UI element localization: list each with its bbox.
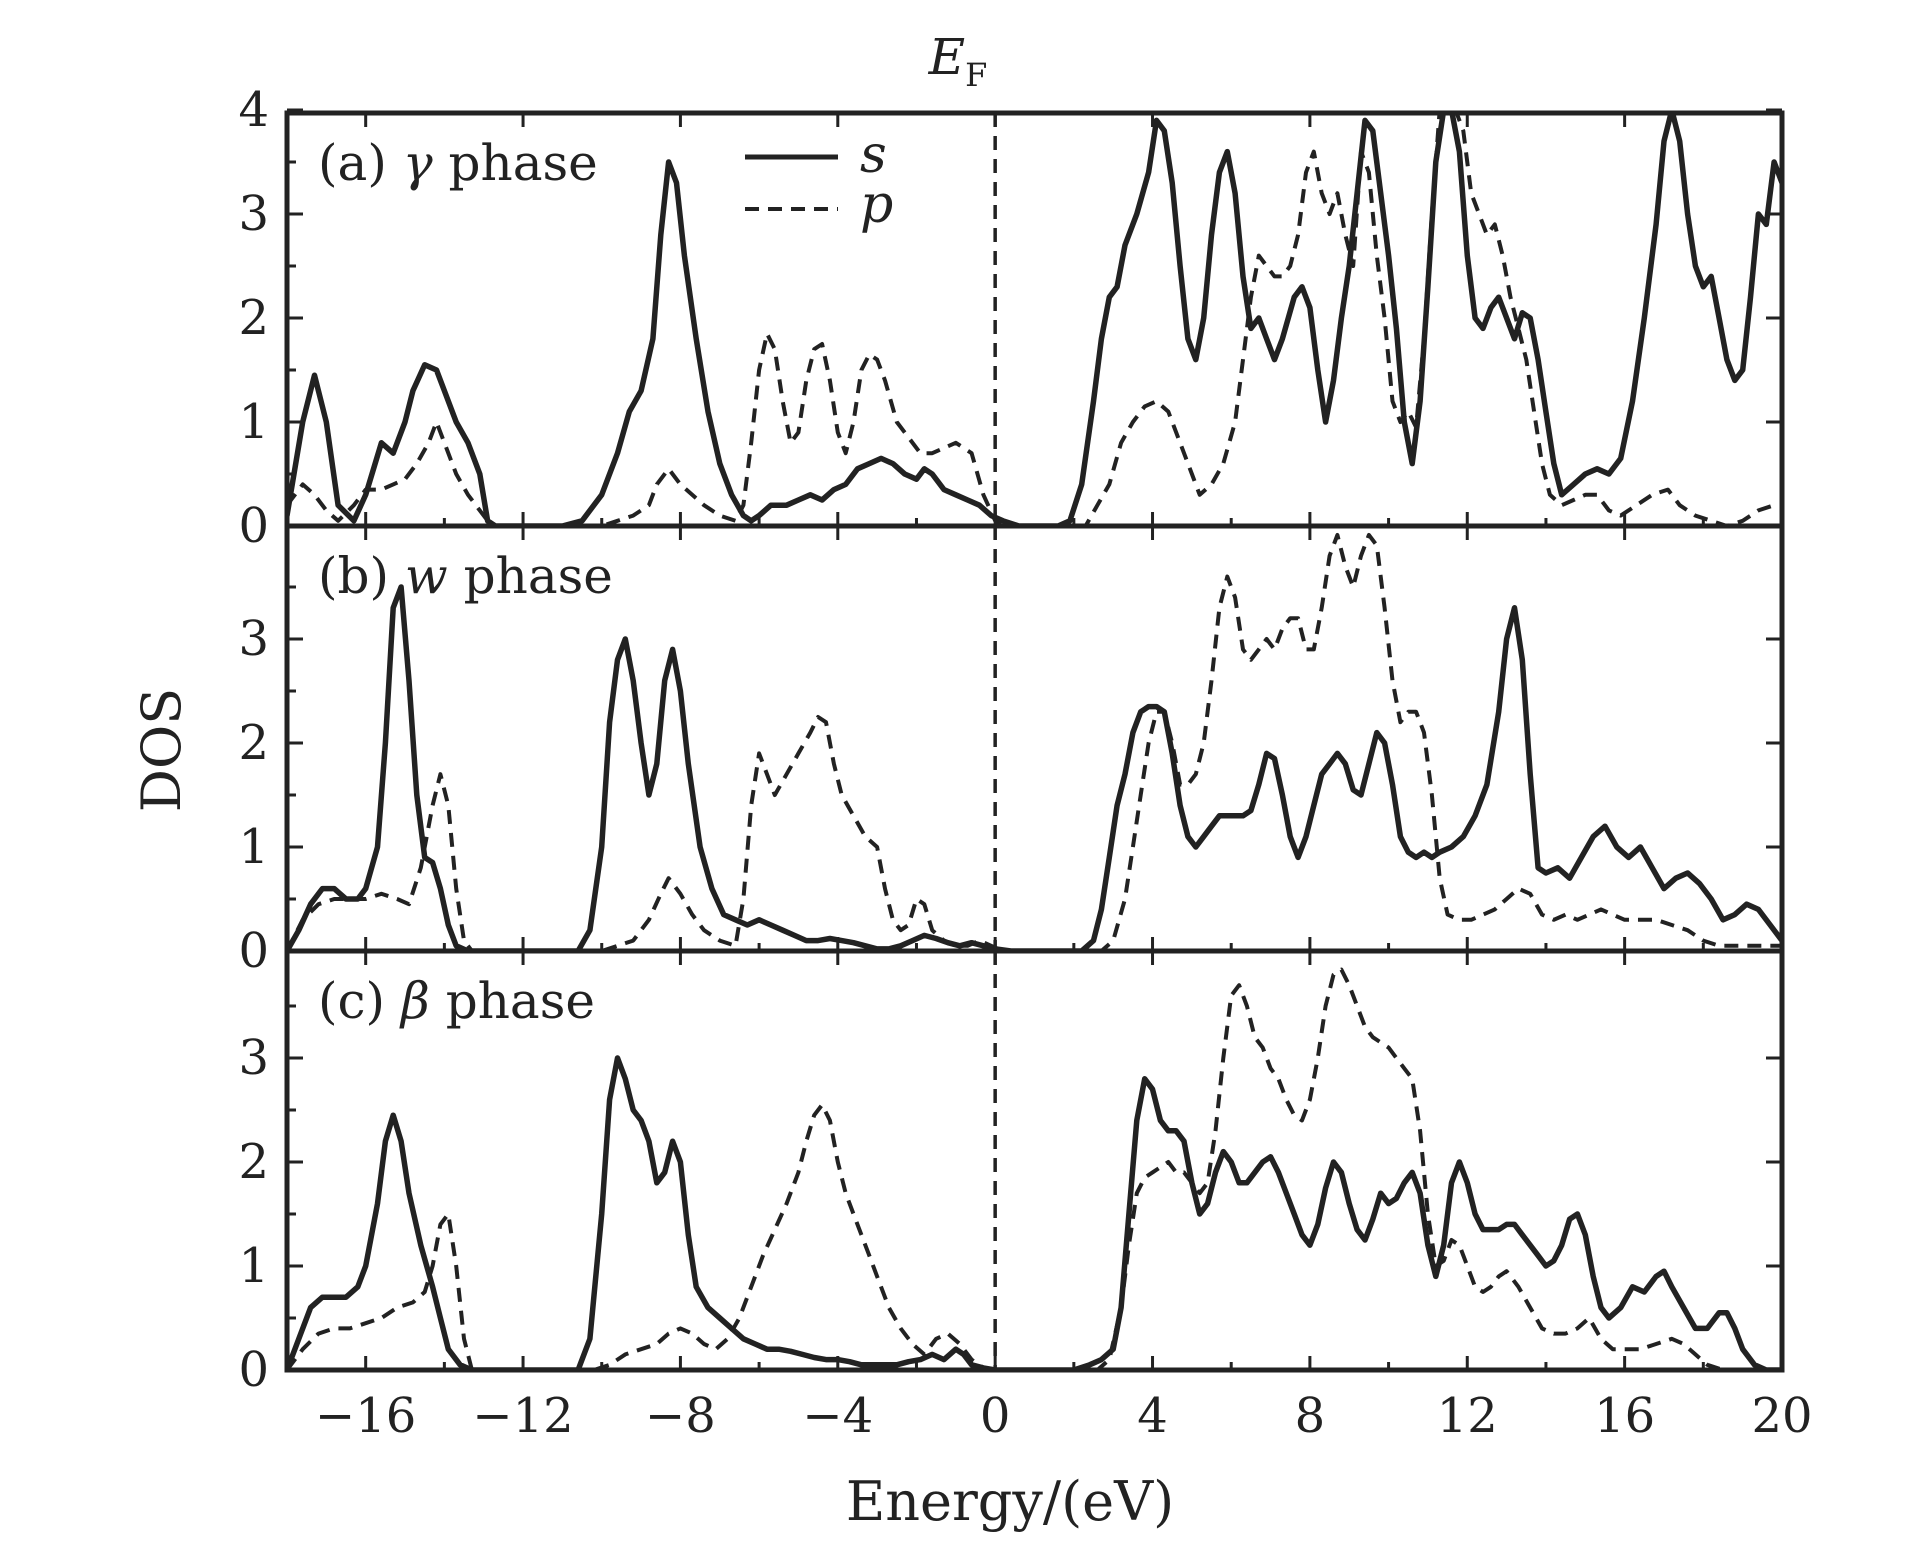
panel-label-suffix: phase: [448, 547, 613, 605]
fermi-level-label: EF: [928, 28, 988, 94]
panel-c-label: (c) β phase: [318, 972, 595, 1030]
legend-s-label: s: [860, 125, 887, 185]
panel-label-prefix: (a): [318, 134, 403, 192]
panels-layer: [284, 110, 1785, 1373]
y-tick-label-c: 0: [238, 1342, 269, 1398]
x-tick-label: 8: [1295, 1388, 1326, 1444]
ticks-layer: [285, 108, 1784, 1372]
series-s-line-b: [287, 584, 1782, 951]
y-tick-label-b: 3: [238, 611, 269, 667]
y-tick-label-b: 1: [238, 819, 269, 875]
x-tick-label: −16: [315, 1388, 416, 1444]
series-p-line-b: [287, 533, 1782, 951]
x-tick-label: −12: [472, 1388, 573, 1444]
panel-label-symbol: w: [405, 547, 448, 605]
x-tick-label: 16: [1594, 1388, 1655, 1444]
panel-b-label: (b) w phase: [318, 547, 613, 605]
series-s-line-c: [287, 1055, 1782, 1370]
y-tick-label-c: 3: [238, 1030, 269, 1086]
y-tick-label-a: 2: [238, 290, 269, 346]
y-tick-label-a: 4: [238, 82, 269, 138]
y-tick-label-a: 3: [238, 186, 269, 242]
x-axis-title: Energy/(eV): [846, 1470, 1174, 1533]
panel-c-curves: [287, 967, 1782, 1370]
legend: s p: [745, 125, 893, 235]
y-tick-label-a: 1: [238, 394, 269, 450]
series-s-line-a: [287, 113, 1782, 526]
x-tick-label: 12: [1437, 1388, 1498, 1444]
panel-label-symbol: γ: [403, 134, 433, 192]
legend-p-label: p: [860, 175, 893, 235]
y-tick-label-c: 1: [238, 1238, 269, 1294]
series-p-line-a: [287, 113, 1782, 526]
panel-b-curves: [287, 533, 1782, 951]
panel-a-label: (a) γ phase: [318, 134, 598, 192]
panel-label-suffix: phase: [433, 134, 598, 192]
panel-label-suffix: phase: [430, 972, 595, 1030]
series-p-line-c: [287, 967, 1782, 1370]
y-tick-label-c: 2: [238, 1134, 269, 1190]
x-tick-label: 20: [1751, 1388, 1812, 1444]
panel-a-curves: [287, 113, 1782, 526]
panel-label-prefix: (b): [318, 547, 405, 605]
x-tick-label: −4: [802, 1388, 873, 1444]
y-tick-label-a: 0: [238, 498, 269, 554]
y-tick-label-b: 0: [238, 923, 269, 979]
x-tick-label: −8: [645, 1388, 716, 1444]
panel-label-symbol: β: [399, 972, 430, 1030]
y-tick-label-b: 2: [238, 715, 269, 771]
panel-label-prefix: (c): [318, 972, 401, 1030]
x-tick-label: 4: [1137, 1388, 1168, 1444]
y-axis-title: DOS: [130, 688, 193, 813]
x-tick-label: 0: [980, 1388, 1011, 1444]
panel-b: [284, 523, 1785, 954]
